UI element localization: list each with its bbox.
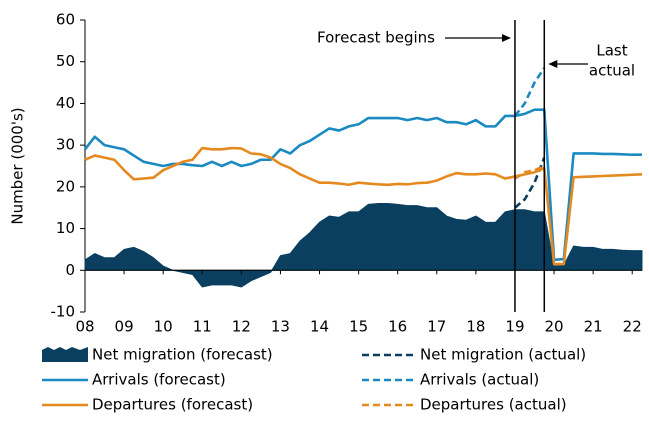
x-tick-label: 20 (545, 318, 564, 336)
y-tick-label: 50 (56, 52, 75, 70)
line (514, 157, 546, 209)
y-tick-label: -10 (51, 303, 76, 321)
y-tick-label: 10 (56, 219, 75, 237)
legend-label: Arrivals (forecast) (92, 371, 226, 389)
y-tick-label: 0 (65, 261, 75, 279)
y-tick-label: 30 (56, 136, 75, 154)
x-tick-label: 22 (623, 318, 642, 336)
x-tick-label: 17 (427, 318, 446, 336)
annotation: actual (589, 62, 635, 80)
x-tick-label: 11 (193, 318, 212, 336)
x-tick-label: 16 (388, 318, 407, 336)
line (513, 67, 546, 117)
annotation: Last (596, 42, 627, 60)
line (84, 146, 643, 266)
x-tick-label: 14 (310, 318, 329, 336)
x-tick-label: 19 (505, 318, 524, 336)
x-tick-label: 12 (232, 318, 251, 336)
line (514, 164, 545, 180)
x-tick-label: 09 (115, 318, 134, 336)
legend-label: Net migration (forecast) (92, 346, 273, 364)
x-tick-label: 08 (75, 318, 94, 336)
arrow-head (548, 60, 558, 68)
x-tick-label: 21 (584, 318, 603, 336)
legend-label: Departures (actual) (420, 396, 567, 414)
y-tick-label: 20 (56, 177, 75, 195)
legend-label: Net migration (actual) (420, 346, 586, 364)
x-tick-label: 18 (466, 318, 485, 336)
arrow-head (501, 34, 511, 42)
y-axis-label: Number (000's) (9, 107, 27, 224)
x-tick-label: 10 (154, 318, 173, 336)
annotation: Forecast begins (317, 29, 435, 47)
legend-label: Departures (forecast) (92, 396, 253, 414)
x-tick-label: 15 (349, 318, 368, 336)
y-tick-label: 60 (56, 11, 75, 29)
area (84, 203, 643, 288)
y-tick-label: 40 (56, 94, 75, 112)
x-tick-label: 13 (271, 318, 290, 336)
legend-swatch (42, 347, 88, 362)
legend-label: Arrivals (actual) (420, 371, 539, 389)
